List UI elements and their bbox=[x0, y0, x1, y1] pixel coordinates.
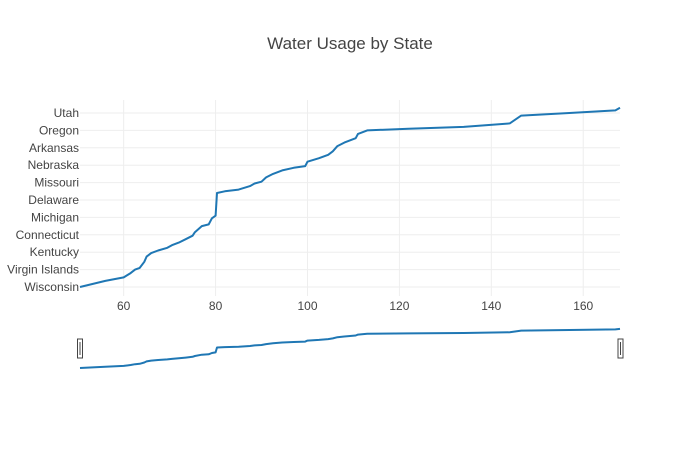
axis-layer: 60 80 100 120 140 160 Wisconsin Virgin Islands K… bbox=[7, 106, 593, 313]
y-tick-label: Kentucky bbox=[30, 245, 79, 259]
y-tick-label: Wisconsin bbox=[24, 280, 79, 294]
x-tick-label: 160 bbox=[573, 299, 593, 313]
y-tick-label: Michigan bbox=[31, 210, 79, 224]
y-tick-label: Missouri bbox=[34, 176, 79, 190]
range-slider[interactable] bbox=[77, 327, 624, 369]
x-tick-label: 60 bbox=[117, 299, 131, 313]
x-tick-label: 80 bbox=[209, 299, 223, 313]
y-tick-label: Arkansas bbox=[29, 141, 79, 155]
grid-layer bbox=[80, 100, 620, 296]
range-slider-left-handle[interactable] bbox=[77, 338, 83, 359]
chart-title: Water Usage by State bbox=[267, 34, 433, 53]
series-line bbox=[79, 106, 621, 288]
x-tick-label: 100 bbox=[297, 299, 317, 313]
y-tick-label: Connecticut bbox=[16, 228, 80, 242]
y-tick-label: Utah bbox=[54, 106, 79, 120]
x-tick-label: 140 bbox=[481, 299, 501, 313]
x-tick-label: 120 bbox=[389, 299, 409, 313]
y-tick-label: Oregon bbox=[39, 123, 79, 137]
y-tick-label: Virgin Islands bbox=[7, 263, 79, 277]
y-tick-label: Delaware bbox=[28, 193, 79, 207]
range-slider-right-handle[interactable] bbox=[617, 338, 624, 359]
range-slider-line bbox=[79, 327, 621, 369]
y-tick-label: Nebraska bbox=[28, 158, 80, 172]
